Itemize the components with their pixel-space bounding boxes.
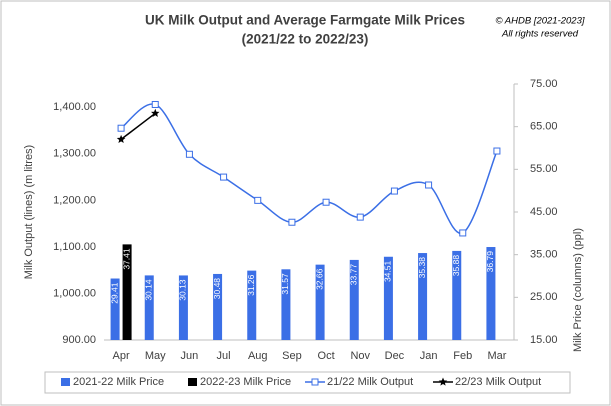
- x-tick-label: Oct: [318, 350, 335, 362]
- marker: [356, 213, 364, 221]
- value-label: 31.57: [280, 273, 290, 295]
- y2-axis-label: Milk Price (columns) (ppl): [572, 228, 584, 352]
- bar: [383, 256, 393, 340]
- marker: [117, 124, 125, 132]
- y2-tick-label: 65.00: [530, 121, 558, 133]
- bar: [486, 247, 496, 340]
- y-tick-label: 1,200.00: [53, 194, 96, 206]
- line: [120, 103, 498, 234]
- marker: [254, 196, 262, 204]
- value-label: 34.51: [383, 260, 393, 282]
- marker: [425, 181, 433, 189]
- bar: [281, 269, 291, 340]
- bar: [315, 264, 325, 340]
- x-tick-label: Dec: [385, 350, 405, 362]
- value-label: 35.38: [417, 257, 427, 279]
- copyright: © AHDB [2021-2023]: [495, 16, 584, 27]
- legend-swatch: [188, 378, 197, 386]
- x-tick-label: Feb: [453, 350, 472, 362]
- value-label: 31.26: [246, 274, 256, 296]
- bar: [418, 253, 428, 340]
- copyright: All rights reserved: [501, 29, 579, 40]
- y2-tick-label: 45.00: [530, 206, 558, 218]
- y2-tick-label: 35.00: [530, 249, 558, 261]
- legend-label: 22/23 Milk Output: [455, 376, 541, 388]
- value-label: 29.41: [109, 282, 119, 304]
- bar: [144, 275, 154, 340]
- legend-label: 2021-22 Milk Price: [73, 376, 164, 388]
- bar: [122, 244, 132, 340]
- legend-label: 2022-23 Milk Price: [200, 376, 291, 388]
- chart-subtitle: (2021/22 to 2022/23): [242, 32, 369, 47]
- y2-tick-label: 55.00: [530, 163, 558, 175]
- y-tick-label: 1,300.00: [53, 148, 96, 160]
- line: [120, 112, 156, 140]
- legend-marker: [311, 378, 319, 386]
- y-tick-label: 1,000.00: [53, 287, 96, 299]
- y2-tick-label: 25.00: [530, 291, 558, 303]
- marker: [493, 147, 501, 155]
- legend-box: [44, 371, 571, 394]
- marker: [459, 229, 467, 237]
- value-label: 30.13: [178, 279, 188, 301]
- x-tick-label: Aug: [248, 350, 268, 362]
- x-tick-label: Apr: [113, 350, 130, 362]
- bar: [349, 259, 359, 340]
- chart-title: UK Milk Output and Average Farmgate Milk…: [145, 13, 465, 28]
- y-tick-label: 1,400.00: [53, 101, 96, 113]
- marker: [151, 100, 159, 108]
- marker: [322, 198, 330, 206]
- x-tick-label: May: [145, 350, 166, 362]
- marker: [116, 134, 126, 143]
- y-tick-label: 1,100.00: [53, 241, 96, 253]
- bar: [213, 273, 223, 340]
- bar: [110, 278, 120, 340]
- y-tick-label: 900.00: [62, 334, 96, 346]
- y2-tick-label: 75.00: [530, 78, 558, 90]
- y2-tick-label: 15.00: [530, 334, 558, 346]
- value-label: 33.77: [349, 264, 359, 286]
- value-label: 32.66: [314, 268, 324, 290]
- value-label: 30.14: [144, 279, 154, 301]
- legend-swatch: [61, 378, 70, 386]
- legend-marker: [438, 377, 448, 386]
- value-label: 37.41: [121, 248, 131, 270]
- marker: [220, 173, 228, 181]
- marker: [151, 108, 160, 117]
- x-tick-label: Nov: [350, 350, 370, 362]
- legend-label: 21/22 Milk Output: [327, 376, 413, 388]
- value-label: 36.79: [485, 251, 495, 273]
- marker: [390, 187, 398, 195]
- marker: [288, 218, 296, 226]
- x-tick-label: Sep: [282, 350, 302, 362]
- value-label: 35.88: [451, 255, 461, 277]
- x-tick-label: Jul: [217, 350, 231, 362]
- bar: [178, 275, 188, 340]
- x-tick-label: Mar: [487, 350, 506, 362]
- bar: [452, 250, 462, 340]
- bar: [247, 270, 257, 340]
- y-axis-label: Milk Output (lines) (m litres): [23, 145, 35, 279]
- x-tick-label: Jun: [181, 350, 199, 362]
- value-label: 30.48: [212, 278, 222, 300]
- x-tick-label: Jan: [420, 350, 438, 362]
- marker: [185, 150, 193, 158]
